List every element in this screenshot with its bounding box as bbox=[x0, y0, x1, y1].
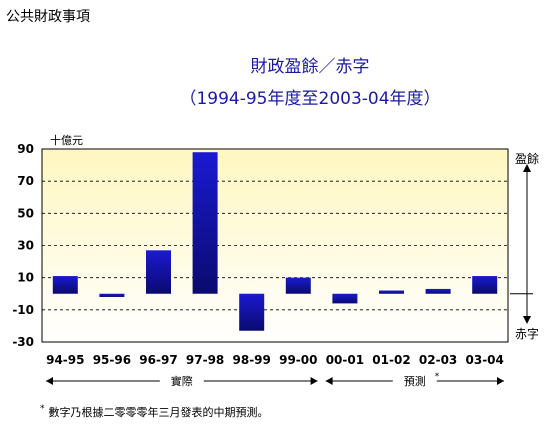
x-tick-label: 94-95 bbox=[46, 353, 84, 367]
bar-03-04 bbox=[472, 276, 498, 294]
bar-97-98 bbox=[192, 152, 218, 294]
chart-title: 財政盈餘／赤字 bbox=[250, 57, 370, 77]
bar-98-99 bbox=[239, 293, 265, 331]
x-tick-label: 03-04 bbox=[466, 353, 504, 367]
x-tick-label: 97-98 bbox=[186, 353, 224, 367]
x-tick-label: 02-03 bbox=[419, 353, 457, 367]
plot-area bbox=[41, 148, 509, 343]
footnote-marker: * bbox=[40, 404, 45, 415]
x-tick-label: 95-96 bbox=[93, 353, 131, 367]
y-tick-label: 50 bbox=[17, 206, 34, 220]
x-tick-label: 96-97 bbox=[139, 353, 177, 367]
footnote: * 數字乃根據二零零零年三月發表的中期預測。 bbox=[40, 404, 269, 420]
arrow-left-icon bbox=[46, 377, 53, 385]
y-tick-label: 90 bbox=[17, 142, 34, 156]
section-title: 公共財政事項 bbox=[6, 9, 90, 25]
surplus-label: 盈餘 bbox=[515, 151, 539, 166]
bar-02-03 bbox=[425, 288, 451, 294]
y-tick-label: 10 bbox=[17, 271, 34, 285]
deficit-label: 赤字 bbox=[515, 326, 539, 341]
group-actual-label: 實際 bbox=[171, 374, 193, 388]
chart-subtitle: （1994-95年度至2003-04年度） bbox=[179, 89, 441, 109]
arrow-down-icon bbox=[523, 316, 531, 324]
y-tick-label: -10 bbox=[12, 303, 34, 317]
y-tick-label: 30 bbox=[17, 239, 34, 253]
bar-99-00 bbox=[285, 277, 311, 294]
x-tick-label: 00-01 bbox=[326, 353, 364, 367]
x-tick-label: 99-00 bbox=[279, 353, 317, 367]
group-forecast-note: * bbox=[435, 372, 440, 382]
bar-00-01 bbox=[332, 293, 358, 304]
bar-95-96 bbox=[99, 293, 125, 297]
arrow-up-icon bbox=[523, 164, 531, 172]
group-forecast-label: 預測 bbox=[404, 374, 426, 388]
x-tick-label: 01-02 bbox=[372, 353, 410, 367]
arrow-right-icon bbox=[310, 377, 318, 385]
y-tick-label: 70 bbox=[17, 174, 34, 188]
bar-01-02 bbox=[379, 290, 404, 294]
bar-96-97 bbox=[146, 250, 171, 294]
x-tick-label: 98-99 bbox=[233, 353, 271, 367]
y-axis-unit: 十億元 bbox=[50, 133, 83, 147]
footnote-text: 數字乃根據二零零零年三月發表的中期預測。 bbox=[48, 406, 269, 419]
y-tick-label: -30 bbox=[12, 335, 34, 349]
arrow-right-icon bbox=[497, 377, 504, 385]
bar-94-95 bbox=[52, 276, 78, 294]
arrow-left-icon bbox=[325, 377, 333, 385]
